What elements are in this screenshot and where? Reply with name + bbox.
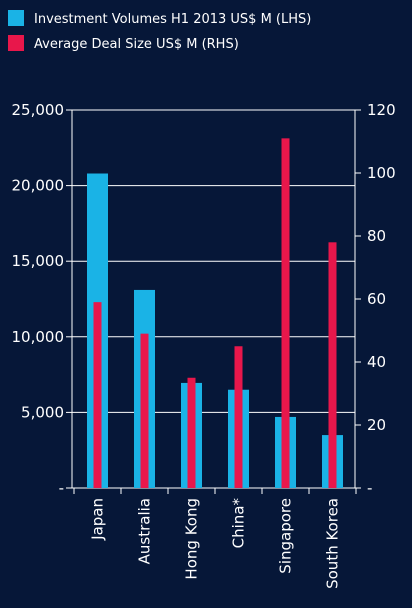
right-tick-label-5: 100 bbox=[367, 164, 396, 182]
chart-labels: Japan Australia Hong Kong China* Singapore So… bbox=[89, 498, 342, 589]
left-tick-label-5: 25,000 bbox=[12, 101, 65, 119]
category-label-3: Hong Kong bbox=[183, 498, 201, 580]
right-tick-label-2: 40 bbox=[367, 353, 386, 371]
chart-bars bbox=[87, 138, 343, 488]
right-tick-label-6: 120 bbox=[367, 101, 396, 119]
chart-legend: Investment Volumes H1 2013 US$ M (LHS) Av… bbox=[8, 10, 311, 52]
category-label-5: Singapore bbox=[277, 498, 295, 574]
left-tick-label-1: 5,000 bbox=[21, 403, 64, 421]
left-tick-label-3: 15,000 bbox=[12, 252, 65, 270]
category-label-2: Australia bbox=[136, 498, 154, 564]
left-tick-label-2: 10,000 bbox=[12, 328, 65, 346]
legend-label-2: Average Deal Size US$ M (RHS) bbox=[34, 37, 239, 52]
legend-label-1: Investment Volumes H1 2013 US$ M (LHS) bbox=[34, 12, 311, 27]
legend-swatch-1 bbox=[8, 10, 24, 26]
bar-deal-size-1 bbox=[93, 302, 102, 488]
left-tick-label-4: 20,000 bbox=[12, 177, 65, 195]
chart-axes: - 5,000 10,000 15,000 20,000 25,000 - 20 40 60 80 1… bbox=[12, 101, 396, 497]
legend-swatch-2 bbox=[8, 35, 24, 51]
category-label-4: China* bbox=[230, 498, 248, 549]
right-tick-label-3: 60 bbox=[367, 290, 386, 308]
bar-deal-size-6 bbox=[328, 242, 337, 488]
right-tick-label-4: 80 bbox=[367, 227, 386, 245]
left-tick-label-0: - bbox=[59, 479, 64, 497]
bar-deal-size-4 bbox=[234, 346, 243, 488]
bar-deal-size-5 bbox=[281, 138, 290, 488]
bar-deal-size-3 bbox=[187, 377, 196, 488]
right-tick-label-1: 20 bbox=[367, 416, 386, 434]
chart-gridlines bbox=[72, 109, 355, 413]
category-label-6: South Korea bbox=[324, 498, 342, 589]
bar-deal-size-2 bbox=[140, 333, 149, 488]
right-tick-label-0: - bbox=[367, 479, 372, 497]
category-label-1: Japan bbox=[89, 498, 107, 541]
